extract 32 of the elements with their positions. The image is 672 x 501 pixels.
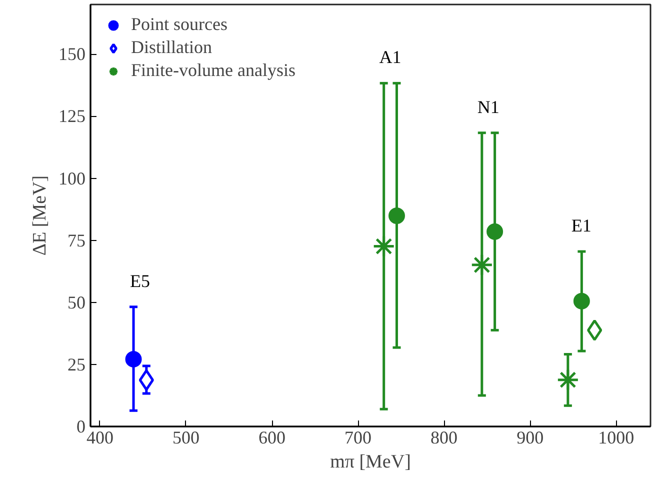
- point: [138, 369, 154, 391]
- y-tick-label: 150: [58, 44, 86, 64]
- point: [556, 368, 580, 392]
- y-tick-label: 0: [76, 416, 86, 436]
- point: [486, 223, 504, 240]
- x-tick-label: 600: [258, 428, 286, 448]
- y-tick-label: 125: [58, 106, 86, 126]
- y-tick-label: 50: [68, 292, 86, 312]
- legend-label: Finite-volume analysis: [131, 60, 296, 81]
- x-tick-label: 900: [516, 428, 544, 448]
- x-tick-label: 700: [344, 428, 372, 448]
- legend-label: Distillation: [131, 37, 212, 58]
- x-tick-label: 400: [86, 428, 114, 448]
- legend-label: Point sources: [131, 14, 228, 35]
- x-axis-title: mπ [MeV]: [330, 452, 411, 472]
- annotation: E1: [571, 215, 592, 236]
- annotation: E5: [130, 270, 150, 291]
- point: [125, 350, 142, 368]
- point: [573, 292, 590, 310]
- y-axis-title: ΔE [MeV]: [30, 175, 50, 256]
- x-tick-label: 800: [430, 428, 458, 448]
- y-tick-label: 25: [68, 354, 86, 374]
- annotation: N1: [477, 96, 500, 117]
- point: [470, 254, 494, 276]
- point: [372, 235, 396, 258]
- point: [388, 208, 405, 224]
- y-tick-label: 75: [68, 230, 86, 250]
- annotation: A1: [379, 47, 402, 68]
- x-tick-label: 1000: [598, 428, 634, 448]
- point: [587, 319, 602, 341]
- y-tick-label: 100: [58, 168, 86, 188]
- x-tick-label: 500: [172, 428, 200, 448]
